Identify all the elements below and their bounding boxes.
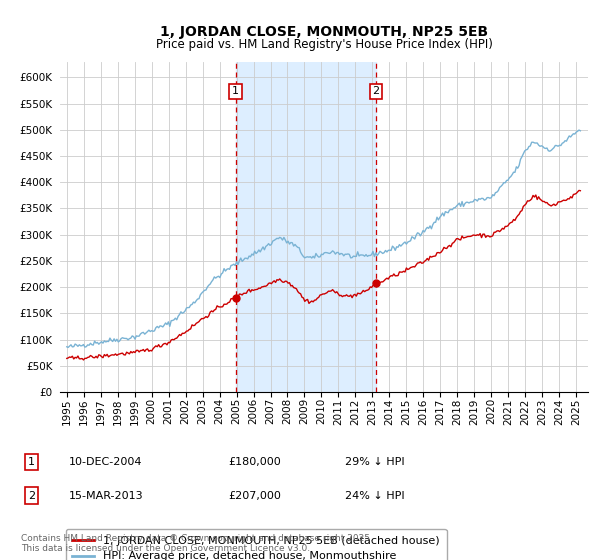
Text: 2: 2 <box>28 491 35 501</box>
Text: 29% ↓ HPI: 29% ↓ HPI <box>345 457 404 467</box>
Text: Price paid vs. HM Land Registry's House Price Index (HPI): Price paid vs. HM Land Registry's House … <box>155 38 493 51</box>
Text: 15-MAR-2013: 15-MAR-2013 <box>69 491 143 501</box>
Text: 1: 1 <box>28 457 35 467</box>
Text: £207,000: £207,000 <box>228 491 281 501</box>
Text: 2: 2 <box>373 86 380 96</box>
Text: 10-DEC-2004: 10-DEC-2004 <box>69 457 143 467</box>
Text: 1: 1 <box>232 86 239 96</box>
Text: 1, JORDAN CLOSE, MONMOUTH, NP25 5EB: 1, JORDAN CLOSE, MONMOUTH, NP25 5EB <box>160 25 488 39</box>
Bar <box>236 62 376 392</box>
Text: Contains HM Land Registry data © Crown copyright and database right 2025.
This d: Contains HM Land Registry data © Crown c… <box>21 534 373 553</box>
Text: £180,000: £180,000 <box>228 457 281 467</box>
Legend: 1, JORDAN CLOSE, MONMOUTH, NP25 5EB (detached house), HPI: Average price, detach: 1, JORDAN CLOSE, MONMOUTH, NP25 5EB (det… <box>65 529 446 560</box>
Text: 24% ↓ HPI: 24% ↓ HPI <box>345 491 404 501</box>
